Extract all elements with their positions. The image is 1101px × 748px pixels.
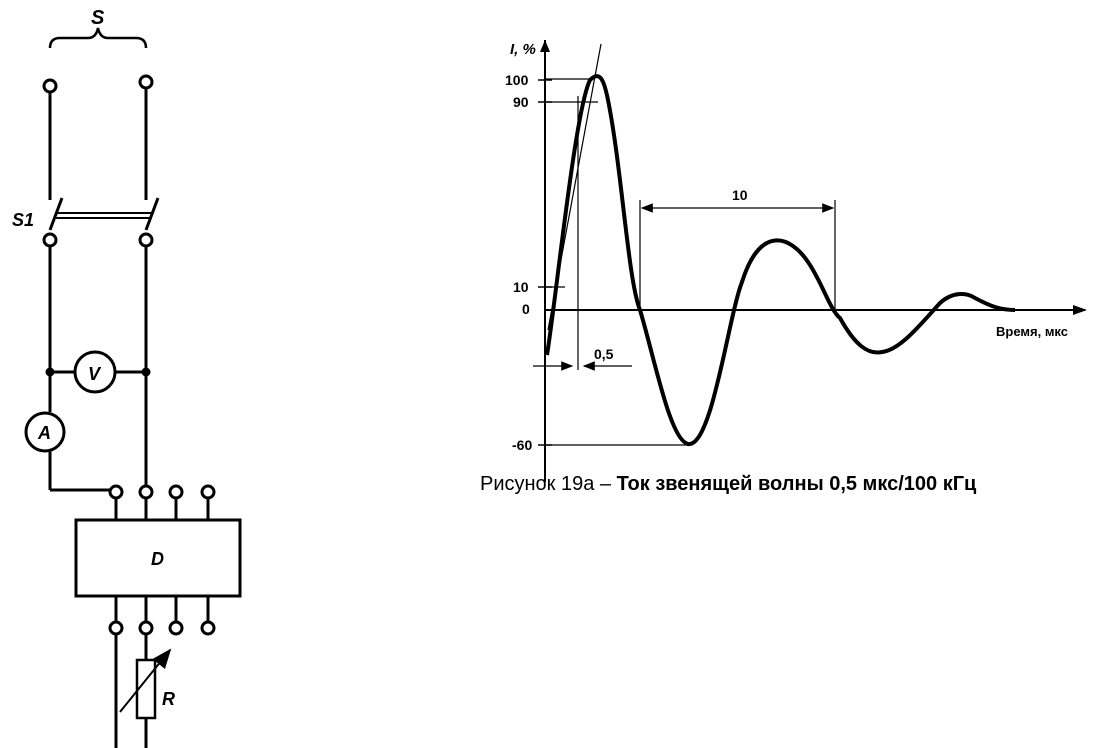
label-r: R (162, 689, 175, 709)
tick-label-10: 10 (513, 279, 529, 295)
label-d: D (151, 549, 164, 569)
switch-terminal-left (42, 232, 58, 248)
label-s1: S1 (12, 210, 34, 230)
tick-label-0: 0 (522, 301, 530, 317)
device-bottom-terminal-3 (168, 620, 184, 636)
ammeter-symbol (24, 411, 66, 453)
label-a: A (37, 423, 51, 443)
device-bottom-terminal-1 (108, 620, 124, 636)
device-top-terminal-3 (168, 484, 184, 500)
device-top-terminal-4 (200, 484, 216, 500)
tick-label-100: 100 (505, 72, 529, 88)
x-axis-label: Время, мкс (996, 324, 1068, 339)
device-bottom-terminal-2 (138, 620, 154, 636)
device-bottom-terminal-4 (200, 620, 216, 636)
device-top-terminal-2 (138, 484, 154, 500)
terminal-left-top (42, 78, 58, 94)
variable-resistor-arrow (119, 648, 172, 713)
caption-prefix: Рисунок 19а – (480, 473, 617, 495)
waveform-chart (533, 40, 1087, 482)
tick-label-90: 90 (513, 94, 529, 110)
period-dimension-label: 10 (732, 187, 748, 203)
figure-caption: Рисунок 19а – Ток звенящей волны 0,5 мкс… (480, 473, 976, 496)
tick-label-neg60: -60 (512, 437, 532, 453)
source-brace (48, 27, 148, 49)
rise-dimension-label: 0,5 (594, 346, 614, 362)
caption-title: Ток звенящей волны 0,5 мкс/100 кГц (616, 473, 977, 495)
switch-terminal-right (138, 232, 154, 248)
y-axis-label: I, % (510, 41, 536, 58)
label-v: V (88, 364, 102, 384)
ringwave-current-curve (545, 74, 1016, 446)
device-top-terminal-1 (108, 484, 124, 500)
terminal-right-top (138, 74, 154, 90)
circuit-schematic (24, 27, 242, 748)
label-s: S (91, 7, 105, 29)
device-under-test (74, 518, 242, 598)
